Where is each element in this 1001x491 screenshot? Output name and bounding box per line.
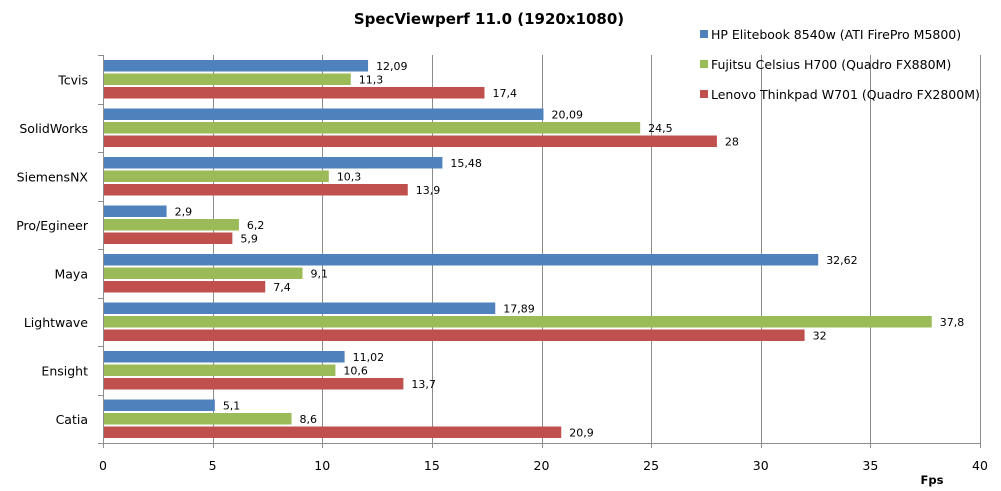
- bar: [104, 108, 544, 120]
- bar: [104, 157, 443, 169]
- data-label: 24,5: [648, 122, 673, 135]
- category-label: SiemensNX: [17, 169, 89, 184]
- bar: [104, 73, 351, 85]
- data-label: 6,2: [247, 219, 265, 232]
- category-label: Maya: [54, 266, 88, 281]
- bar: [104, 122, 641, 134]
- data-label: 8,6: [300, 413, 318, 426]
- legend-swatch: [700, 30, 708, 38]
- data-label: 9,1: [311, 268, 329, 281]
- category-label: Lightwave: [24, 315, 88, 330]
- x-tick-labels: 0 5 10 15 20 25 30 35 40: [99, 458, 988, 473]
- bar: [104, 205, 167, 217]
- data-label: 5,1: [223, 400, 241, 413]
- bar: [104, 329, 805, 341]
- bar: [104, 426, 562, 438]
- bar: [104, 184, 408, 196]
- data-label: 11,3: [359, 74, 384, 87]
- x-tick-label: 35: [862, 458, 878, 473]
- x-tick-label: 20: [534, 458, 550, 473]
- data-label: 10,3: [337, 171, 362, 184]
- bar: [104, 254, 819, 266]
- bar: [104, 413, 292, 425]
- bar: [104, 87, 485, 99]
- data-label: 2,9: [175, 206, 193, 219]
- category-label: SolidWorks: [19, 121, 88, 136]
- category-label: Pro/Egineer: [16, 218, 89, 233]
- data-label: 13,7: [411, 378, 436, 391]
- legend-swatch: [700, 90, 708, 98]
- data-label: 10,6: [343, 365, 368, 378]
- data-label: 32,62: [826, 254, 858, 267]
- x-tick-label: 25: [643, 458, 659, 473]
- data-label: 15,48: [450, 157, 482, 170]
- data-label: 17,4: [492, 87, 517, 100]
- x-tick-label: 5: [209, 458, 217, 473]
- category-label: Ensight: [41, 363, 88, 378]
- data-label: 5,9: [240, 233, 257, 246]
- data-label: 37,8: [940, 316, 965, 329]
- legend-label: HP Elitebook 8540w (ATI FirePro M5800): [711, 27, 961, 42]
- x-tick-label: 40: [972, 458, 988, 473]
- x-tick-label: 30: [753, 458, 769, 473]
- legend-swatch: [700, 60, 708, 68]
- bar: [104, 364, 336, 376]
- legend-label: Lenovo Thinkpad W701 (Quadro FX2800M): [711, 87, 980, 102]
- bar: [104, 351, 345, 363]
- chart-title: SpecViewperf 11.0 (1920x1080): [354, 10, 624, 28]
- bar: [104, 135, 717, 147]
- bar: [104, 281, 266, 293]
- bar: [104, 316, 932, 328]
- data-label: 32: [813, 330, 827, 343]
- axes: [98, 55, 981, 448]
- data-label: 20,9: [569, 427, 594, 440]
- bar: [104, 60, 369, 72]
- bar: [104, 399, 215, 411]
- data-label: 13,9: [416, 184, 441, 197]
- bar: [104, 232, 233, 244]
- legend-label: Fujitsu Celsius H700 (Quadro FX880M): [711, 57, 951, 72]
- data-label: 20,09: [551, 109, 583, 122]
- bars: [104, 60, 932, 438]
- legend: HP Elitebook 8540w (ATI FirePro M5800) Fu…: [700, 27, 980, 102]
- category-labels: Tcvis SolidWorks SiemensNX Pro/Egineer Maya L…: [16, 72, 89, 427]
- data-label: 12,09: [376, 60, 408, 73]
- data-label: 17,89: [503, 303, 535, 316]
- category-label: Catia: [56, 412, 88, 427]
- x-tick-label: 15: [424, 458, 440, 473]
- x-tick-label: 10: [314, 458, 330, 473]
- data-label: 28: [725, 136, 739, 149]
- data-label: 7,4: [273, 281, 291, 294]
- bar: [104, 267, 303, 279]
- x-tick-label: 0: [99, 458, 107, 473]
- bar: [104, 378, 404, 390]
- bar: [104, 219, 239, 231]
- x-axis-title: Fps: [921, 473, 944, 487]
- category-label: Tcvis: [57, 72, 88, 87]
- data-label: 11,02: [353, 351, 385, 364]
- bar: [104, 302, 496, 314]
- bar: [104, 170, 329, 182]
